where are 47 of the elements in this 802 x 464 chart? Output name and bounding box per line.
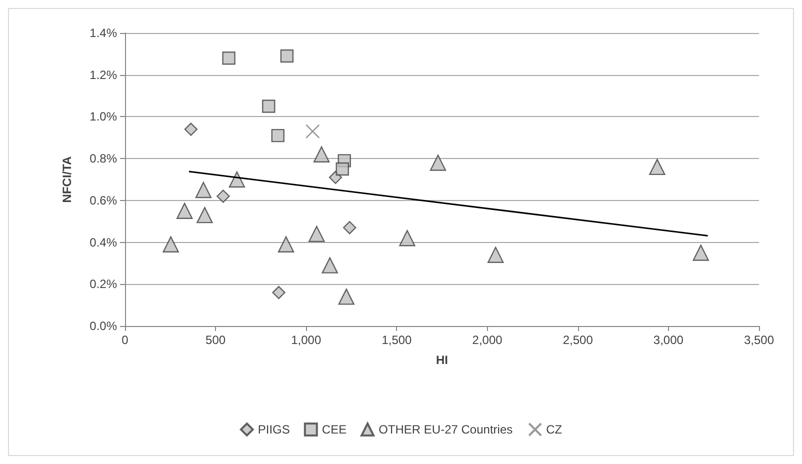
legend-label: PIIGS (258, 422, 290, 436)
point (216, 190, 230, 203)
point (336, 162, 349, 176)
point (322, 257, 338, 274)
y-tick-label: 1.4% (90, 26, 118, 40)
point (262, 100, 276, 113)
point (280, 49, 294, 63)
point (306, 124, 320, 139)
y-tick-label: 0.4% (90, 235, 118, 250)
point (195, 182, 212, 198)
point (196, 206, 213, 224)
point (184, 122, 198, 136)
x-axis-title: HI (436, 353, 448, 367)
point (271, 128, 284, 142)
point (176, 202, 193, 219)
x-tick-label: 500 (206, 333, 226, 347)
y-tick-label: 1.0% (90, 110, 118, 124)
x-tick-label: 1,000 (291, 333, 322, 347)
x-tick-label: 3,500 (744, 333, 774, 347)
x-tick-label: 3,000 (653, 333, 684, 347)
point (338, 288, 354, 305)
y-tick-label: 0.0% (90, 319, 118, 333)
point (278, 236, 294, 252)
x-tick-label: 1,500 (382, 333, 412, 347)
y-tick-label: 0.8% (90, 152, 118, 166)
point (228, 171, 246, 188)
point (343, 221, 356, 234)
point (222, 52, 236, 65)
legend-label: CEE (322, 422, 347, 436)
point (313, 146, 330, 162)
y-axis-title: NFCI/TA (60, 156, 74, 203)
y-tick-label: 0.2% (90, 277, 118, 292)
point (488, 246, 504, 263)
point (272, 286, 286, 300)
point (162, 236, 179, 252)
x-tick-label: 2,000 (472, 333, 503, 347)
point (430, 154, 446, 171)
point (692, 244, 709, 261)
legend-label: CZ (546, 422, 562, 436)
point (399, 230, 416, 246)
point (308, 226, 325, 242)
legend-label: OTHER EU-27 Countries (378, 422, 513, 436)
y-tick-label: 1.2% (90, 68, 118, 82)
x-tick-label: 2,500 (562, 333, 594, 347)
point (649, 158, 666, 176)
x-tick-label: 0 (122, 333, 129, 347)
y-tick-label: 0.6% (90, 193, 118, 208)
